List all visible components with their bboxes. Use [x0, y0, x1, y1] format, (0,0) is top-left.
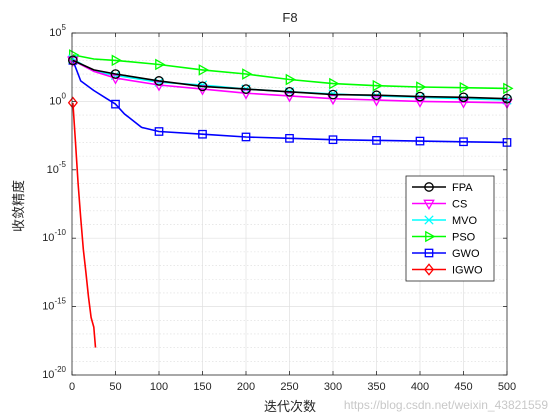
legend-marker	[423, 263, 435, 276]
legend-entry-gwo: GWO	[412, 248, 480, 260]
data-point	[371, 90, 382, 101]
data-point	[414, 97, 426, 108]
data-point	[457, 98, 470, 109]
series-layer	[67, 49, 514, 348]
legend-entry-mvo: MVO	[412, 215, 478, 227]
data-point	[285, 133, 294, 143]
data-point	[155, 58, 166, 71]
data-point	[459, 137, 468, 147]
legend-marker	[425, 230, 436, 243]
data-point	[372, 136, 381, 145]
data-point	[328, 89, 338, 100]
legend-entry-cs: CS	[412, 199, 467, 211]
data-point	[415, 136, 425, 146]
data-point	[241, 84, 251, 94]
legend-marker	[424, 215, 434, 225]
x-tick-label: 350	[367, 381, 385, 393]
legend: FPA CS MVO PSO GWO IGWO	[405, 175, 495, 282]
legend-entry-igwo: IGWO	[412, 263, 483, 277]
legend-label: GWO	[452, 248, 480, 260]
data-point	[416, 81, 427, 93]
series-line	[72, 60, 508, 144]
y-tick-label: 10-10	[42, 228, 66, 244]
data-point	[240, 89, 252, 100]
data-point	[284, 86, 295, 97]
legend-marker	[424, 248, 434, 258]
data-point	[153, 81, 165, 92]
data-point	[198, 129, 207, 139]
x-tick-label: 500	[498, 381, 516, 393]
legend-marker	[424, 182, 434, 192]
x-tick-label: 150	[193, 381, 211, 393]
data-point	[370, 96, 383, 107]
series-pso	[69, 49, 514, 95]
data-point	[154, 127, 164, 136]
legend-box	[405, 175, 495, 282]
legend-label: MVO	[452, 215, 478, 227]
data-point	[458, 92, 469, 103]
legend-entry-pso: PSO	[412, 230, 476, 244]
data-point	[198, 64, 210, 76]
data-point	[109, 74, 122, 85]
y-tick-label: 10-20	[42, 365, 66, 381]
data-point	[459, 81, 471, 94]
legend-entry-fpa: FPA	[412, 182, 473, 194]
series-line	[72, 102, 97, 348]
legend-label: IGWO	[452, 265, 483, 277]
x-tick-label: 300	[324, 381, 342, 393]
x-tick-label: 450	[454, 381, 472, 393]
y-tick-label: 10-5	[47, 160, 67, 176]
data-point	[283, 92, 296, 103]
x-axis-label: 迭代次数	[264, 399, 316, 415]
y-tick-label: 100	[49, 91, 66, 107]
legend-label: CS	[452, 199, 467, 211]
x-tick-label: 100	[150, 381, 168, 393]
y-axis-label: 收敛精度	[11, 180, 27, 232]
data-point	[503, 82, 514, 95]
series-fpa	[68, 55, 512, 104]
x-tick-label: 400	[411, 381, 429, 393]
x-tick-label: 250	[280, 381, 298, 393]
x-tick-label: 50	[109, 381, 121, 393]
legend-label: PSO	[452, 232, 476, 244]
y-tick-label: 10-15	[42, 297, 66, 313]
ticks-layer: 0 50 100 150 200 250 300 350 400 450 500 10-20 10-15…	[42, 23, 516, 393]
data-point	[415, 91, 425, 102]
y-tick-label: 105	[49, 23, 66, 39]
data-point	[68, 55, 78, 66]
data-point	[110, 69, 121, 79]
legend-marker	[423, 199, 435, 211]
chart-title: F8	[282, 10, 297, 25]
data-point	[329, 77, 340, 90]
x-tick-label: 0	[69, 381, 75, 393]
data-point	[111, 54, 123, 67]
data-point	[241, 132, 251, 142]
x-tick-label: 200	[237, 381, 255, 393]
data-point	[327, 94, 339, 106]
data-point	[328, 135, 338, 145]
watermark: https://blog.csdn.net/weixin_43821559	[344, 398, 548, 412]
data-point	[242, 68, 253, 80]
data-point	[154, 76, 164, 86]
data-point	[197, 80, 208, 90]
data-point	[285, 73, 297, 86]
data-point	[372, 79, 384, 92]
data-point	[111, 99, 120, 109]
data-point	[197, 81, 208, 92]
legend-label: FPA	[452, 182, 473, 194]
